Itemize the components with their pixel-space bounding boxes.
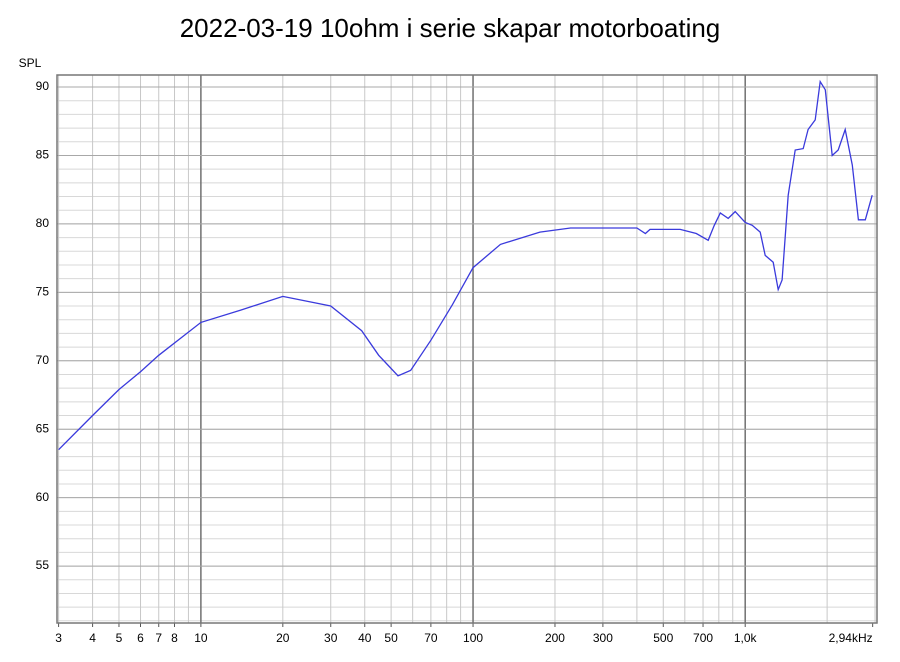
x-tick-label: 40 bbox=[358, 631, 372, 645]
x-tick-label: 500 bbox=[653, 631, 673, 645]
x-tick-label: 300 bbox=[593, 631, 613, 645]
x-tick-label: 5 bbox=[116, 631, 123, 645]
x-tick-label: 30 bbox=[324, 631, 338, 645]
y-tick-label: 75 bbox=[36, 285, 50, 299]
line bbox=[58, 79, 873, 451]
x-tick-label: 200 bbox=[545, 631, 565, 645]
x-tick-label: 70 bbox=[424, 631, 438, 645]
plot-border bbox=[56, 74, 878, 624]
x-tick-label: 1,0k bbox=[734, 631, 758, 645]
chart-title: 2022-03-19 10ohm i serie skapar motorboa… bbox=[180, 13, 721, 43]
x-tick-label: 6 bbox=[137, 631, 144, 645]
x-tick-label: 700 bbox=[693, 631, 713, 645]
x-tick-label: 50 bbox=[384, 631, 398, 645]
y-tick-label: 80 bbox=[36, 216, 50, 230]
y-tick-label: 90 bbox=[36, 79, 50, 93]
y-axis-label: SPL bbox=[19, 56, 42, 70]
y-tick-label: 85 bbox=[36, 148, 50, 162]
y-tick-label: 60 bbox=[36, 490, 50, 504]
y-tick-label: 65 bbox=[36, 421, 50, 435]
x-tick-label: 10 bbox=[194, 631, 208, 645]
y-tick-label: 55 bbox=[36, 558, 50, 572]
x-tick-label: 2,94kHz bbox=[829, 631, 873, 645]
x-tick-label: 8 bbox=[171, 631, 178, 645]
x-tick-label: 100 bbox=[463, 631, 483, 645]
x-tick-label: 7 bbox=[155, 631, 162, 645]
y-tick-label: 70 bbox=[36, 353, 50, 367]
x-tick-label: 4 bbox=[89, 631, 96, 645]
grid bbox=[57, 75, 877, 623]
x-tick-label: 20 bbox=[276, 631, 290, 645]
x-tick-label: 3 bbox=[55, 631, 62, 645]
